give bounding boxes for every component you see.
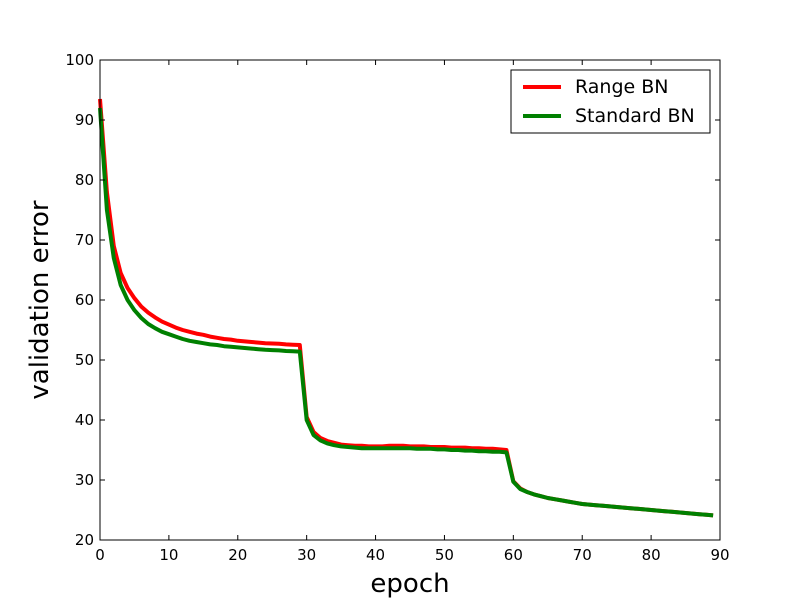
y-axis-title: validation error bbox=[25, 200, 55, 400]
legend: Range BN Standard BN bbox=[510, 69, 711, 134]
y-tick-label: 50 bbox=[75, 351, 94, 369]
x-tick-label: 60 bbox=[504, 546, 523, 564]
x-tick-label: 50 bbox=[435, 546, 454, 564]
series-line-standard-bn bbox=[98, 107, 714, 518]
plot-frame bbox=[99, 59, 721, 541]
y-tick-label: 30 bbox=[75, 471, 94, 489]
x-axis-title: epoch bbox=[370, 569, 449, 599]
tick-labels-layer: 0 10 20 30 40 50 60 70 80 90 20 30 40 50 60 70 80 90 100 bbox=[65, 51, 729, 564]
x-tick-label: 90 bbox=[710, 546, 729, 564]
x-tick-label: 10 bbox=[159, 546, 178, 564]
legend-box bbox=[510, 69, 711, 134]
y-tick-label: 70 bbox=[75, 231, 94, 249]
y-tick-label: 80 bbox=[75, 171, 94, 189]
x-tick-label: 20 bbox=[228, 546, 247, 564]
x-tick-label: 80 bbox=[642, 546, 661, 564]
x-tick-label: 0 bbox=[95, 546, 105, 564]
plot-background bbox=[100, 60, 720, 540]
legend-label-standard-bn: Standard BN bbox=[575, 105, 695, 127]
series-layer bbox=[98, 98, 714, 518]
x-tick-label: 30 bbox=[297, 546, 316, 564]
y-tick-label: 40 bbox=[75, 411, 94, 429]
y-tick-label: 100 bbox=[65, 51, 94, 69]
legend-label-range-bn: Range BN bbox=[575, 76, 669, 98]
x-tick-label: 40 bbox=[366, 546, 385, 564]
y-tick-label: 20 bbox=[75, 531, 94, 549]
y-tick-label: 90 bbox=[75, 111, 94, 129]
x-tick-label: 70 bbox=[573, 546, 592, 564]
y-tick-label: 60 bbox=[75, 291, 94, 309]
